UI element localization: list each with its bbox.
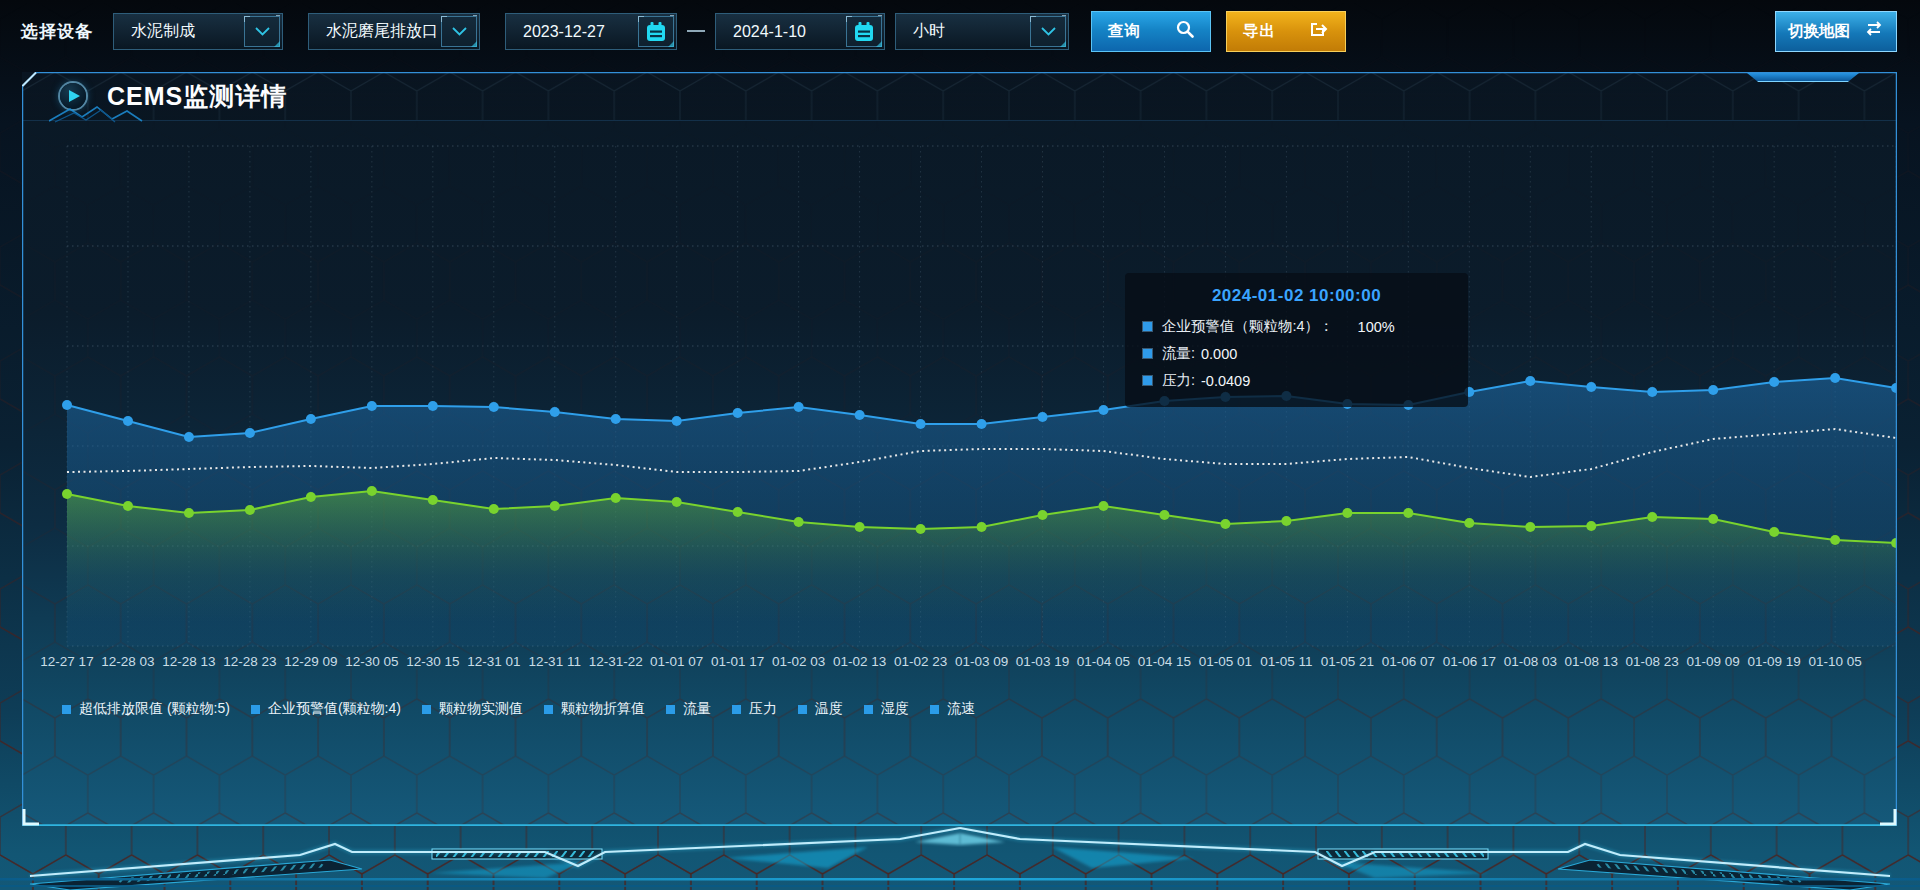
calendar-icon[interactable] [846, 16, 882, 47]
export-button[interactable]: 导出 [1226, 11, 1346, 52]
chevron-down-icon[interactable] [1030, 16, 1066, 47]
chart-legend: 超低排放限值 (颗粒物:5) 企业预警值(颗粒物:4) 颗粒物实测值 颗粒物折算值 流量… [62, 700, 975, 718]
svg-text:01-08 13: 01-08 13 [1565, 654, 1618, 669]
switch-map-button[interactable]: 切换地图 [1775, 11, 1897, 52]
tooltip-row: 企业预警值（颗粒物:4）： 100% [1143, 317, 1450, 336]
bottom-tech-decoration [0, 826, 1920, 890]
series-marker-icon [1143, 322, 1152, 331]
svg-text:01-08 03: 01-08 03 [1504, 654, 1557, 669]
legend-marker-icon [798, 705, 807, 714]
legend-label: 流量 [683, 700, 711, 718]
legend-label: 颗粒物折算值 [561, 700, 645, 718]
legend-marker-icon [930, 705, 939, 714]
legend-item[interactable]: 颗粒物折算值 [544, 700, 645, 718]
svg-text:01-02 23: 01-02 23 [894, 654, 947, 669]
svg-text:01-01 17: 01-01 17 [711, 654, 764, 669]
svg-text:01-05 21: 01-05 21 [1321, 654, 1374, 669]
svg-text:01-09 19: 01-09 19 [1748, 654, 1801, 669]
svg-text:01-09 09: 01-09 09 [1687, 654, 1740, 669]
svg-text:12-27 17: 12-27 17 [40, 654, 93, 669]
svg-text:12-30 05: 12-30 05 [345, 654, 398, 669]
device-select-label: 选择设备 [21, 20, 93, 43]
calendar-icon[interactable] [638, 16, 674, 47]
legend-marker-icon [732, 705, 741, 714]
device-select-value: 水泥制成 [114, 21, 242, 42]
svg-text:12-28 03: 12-28 03 [101, 654, 154, 669]
legend-item[interactable]: 颗粒物实测值 [422, 700, 523, 718]
svg-text:01-03 09: 01-03 09 [955, 654, 1008, 669]
svg-text:01-06 17: 01-06 17 [1443, 654, 1496, 669]
legend-label: 湿度 [881, 700, 909, 718]
svg-text:12-31 11: 12-31 11 [529, 654, 581, 669]
svg-text:01-03 19: 01-03 19 [1016, 654, 1069, 669]
start-date-input[interactable]: 2023-12-27 [505, 13, 677, 50]
query-button[interactable]: 查询 [1091, 11, 1211, 52]
legend-marker-icon [251, 705, 260, 714]
chevron-down-icon[interactable] [244, 16, 280, 47]
tooltip-row: 压力: -0.0409 [1143, 371, 1450, 390]
svg-text:12-29 09: 12-29 09 [284, 654, 337, 669]
end-date-value: 2024-1-10 [716, 23, 844, 41]
svg-text:01-05 01: 01-05 01 [1199, 654, 1252, 669]
legend-marker-icon [62, 705, 71, 714]
date-range-separator [687, 30, 705, 32]
interval-select[interactable]: 小时 [895, 13, 1069, 50]
tooltip-timestamp: 2024-01-02 10:00:00 [1143, 286, 1450, 306]
svg-text:01-04 05: 01-04 05 [1077, 654, 1130, 669]
chart-tooltip: 2024-01-02 10:00:00 企业预警值（颗粒物:4）： 100% 流… [1125, 273, 1468, 407]
legend-marker-icon [422, 705, 431, 714]
tooltip-row: 流量: 0.000 [1143, 344, 1450, 363]
legend-item[interactable]: 湿度 [864, 700, 909, 718]
svg-text:12-30 15: 12-30 15 [406, 654, 459, 669]
legend-marker-icon [666, 705, 675, 714]
legend-label: 超低排放限值 (颗粒物:5) [79, 700, 230, 718]
legend-item[interactable]: 企业预警值(颗粒物:4) [251, 700, 401, 718]
legend-label: 企业预警值(颗粒物:4) [268, 700, 401, 718]
legend-marker-icon [544, 705, 553, 714]
svg-text:01-10 05: 01-10 05 [1808, 654, 1861, 669]
cems-detail-panel: CEMS监测详情 12-27 1712-28 0312-28 1312-28 2… [22, 72, 1897, 826]
legend-item[interactable]: 温度 [798, 700, 843, 718]
device-select[interactable]: 水泥制成 [113, 13, 283, 50]
interval-select-value: 小时 [896, 21, 1028, 42]
series-marker-icon [1143, 376, 1152, 385]
svg-text:01-02 03: 01-02 03 [772, 654, 825, 669]
legend-label: 压力 [749, 700, 777, 718]
outlet-select[interactable]: 水泥磨尾排放口 [308, 13, 480, 50]
start-date-value: 2023-12-27 [506, 23, 636, 41]
legend-label: 颗粒物实测值 [439, 700, 523, 718]
export-icon [1309, 20, 1329, 42]
legend-item[interactable]: 流量 [666, 700, 711, 718]
legend-item[interactable]: 压力 [732, 700, 777, 718]
svg-text:12-31-22: 12-31-22 [589, 654, 643, 669]
legend-label: 流速 [947, 700, 975, 718]
legend-label: 温度 [815, 700, 843, 718]
svg-text:01-08 23: 01-08 23 [1626, 654, 1679, 669]
svg-text:12-28 23: 12-28 23 [223, 654, 276, 669]
svg-text:01-05 11: 01-05 11 [1260, 654, 1312, 669]
chevron-down-icon[interactable] [441, 16, 477, 47]
end-date-input[interactable]: 2024-1-10 [715, 13, 885, 50]
toolbar: 选择设备 水泥制成 水泥磨尾排放口 2023-12-27 2024-1-1 [0, 0, 1920, 62]
outlet-select-value: 水泥磨尾排放口 [309, 21, 439, 42]
legend-marker-icon [864, 705, 873, 714]
svg-text:12-28 13: 12-28 13 [162, 654, 215, 669]
series-marker-icon [1143, 349, 1152, 358]
svg-text:12-31 01: 12-31 01 [467, 654, 520, 669]
svg-text:01-02 13: 01-02 13 [833, 654, 886, 669]
svg-text:01-06 07: 01-06 07 [1382, 654, 1435, 669]
switch-arrows-icon [1864, 21, 1884, 41]
legend-item[interactable]: 超低排放限值 (颗粒物:5) [62, 700, 230, 718]
search-icon [1176, 20, 1194, 42]
svg-text:01-04 15: 01-04 15 [1138, 654, 1191, 669]
legend-item[interactable]: 流速 [930, 700, 975, 718]
svg-text:01-01 07: 01-01 07 [650, 654, 703, 669]
